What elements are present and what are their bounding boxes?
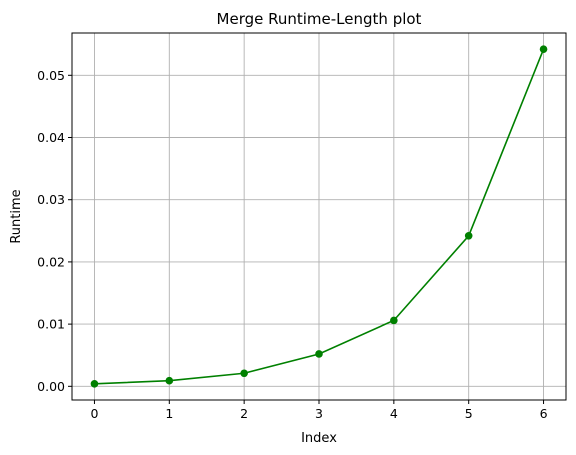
- y-tick-label: 0.02: [37, 254, 65, 269]
- x-axis-title: Index: [301, 431, 337, 446]
- y-axis-title: Runtime: [9, 189, 24, 243]
- data-point: [315, 350, 323, 358]
- x-tick-label: 2: [240, 406, 248, 421]
- x-tick-label: 1: [165, 406, 173, 421]
- data-point: [165, 376, 174, 385]
- x-tick-label: 6: [540, 406, 548, 421]
- y-tick-label: 0.00: [37, 379, 65, 394]
- ticks: 0 1 2 3 4 5 6 0.00 0.01 0.02 0.03 0.04 0.05: [37, 68, 547, 421]
- x-tick-label: 0: [90, 406, 98, 421]
- y-tick-label: 0.03: [37, 192, 65, 207]
- y-tick-label: 0.01: [37, 317, 65, 332]
- chart-title: Merge Runtime-Length plot: [217, 10, 422, 28]
- data-point: [539, 45, 548, 53]
- data-point: [464, 231, 473, 240]
- data-point: [390, 316, 398, 325]
- data-point: [90, 380, 99, 388]
- y-tick-label: 0.05: [37, 68, 65, 83]
- x-tick-label: 4: [390, 406, 398, 421]
- data-point: [240, 369, 248, 378]
- series: [90, 45, 548, 388]
- y-tick-label: 0.04: [37, 130, 65, 145]
- x-tick-label: 3: [315, 406, 323, 421]
- x-tick-label: 5: [465, 406, 473, 421]
